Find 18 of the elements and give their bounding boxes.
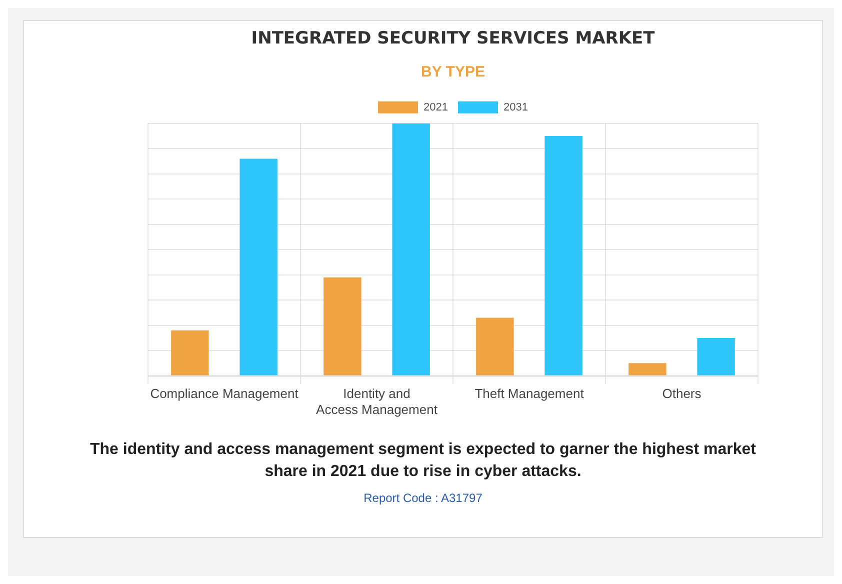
legend-label: 2021 (424, 101, 448, 114)
bar (171, 330, 209, 376)
bar (240, 158, 278, 376)
x-tick-label: Others (662, 386, 702, 402)
x-tick-label: Identity and Access Management (316, 386, 438, 417)
legend-label: 2031 (504, 101, 528, 114)
bar (697, 338, 735, 376)
chart-subtitle: BY TYPE (421, 64, 485, 81)
text: The identity and access management segment is expected to garner the highest market share in 2021 due to rise in cyber attacks. (89, 440, 757, 482)
bar (476, 318, 514, 376)
chart-title: INTEGRATED SECURITY SERVICES MARKET (251, 28, 656, 49)
text: Report Code : A31797 (362, 491, 484, 505)
bar (628, 363, 666, 376)
bar (544, 136, 582, 376)
x-tick-label: Compliance Management (150, 386, 299, 402)
x-tick-label: Theft Management (474, 386, 584, 402)
bar (324, 277, 362, 376)
bar (392, 123, 430, 376)
